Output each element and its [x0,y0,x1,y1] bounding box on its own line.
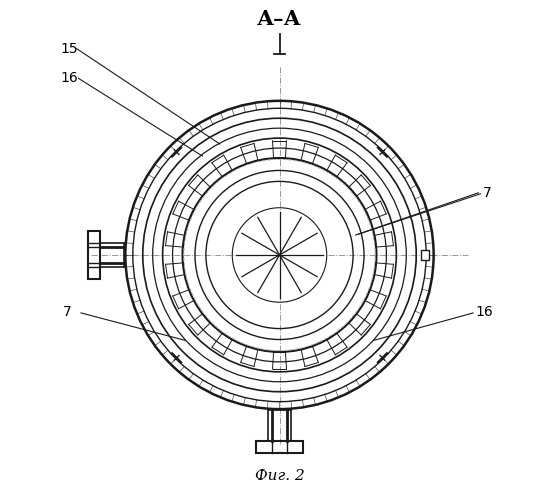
Text: 16: 16 [476,305,494,319]
Text: 7: 7 [484,186,492,200]
Text: 16: 16 [61,72,78,86]
Text: 15: 15 [61,42,78,56]
Text: 7: 7 [63,305,72,319]
Text: А–А: А–А [257,9,302,29]
Bar [88,231,100,279]
Text: Фиг. 2: Фиг. 2 [255,469,304,483]
Bar [255,442,304,453]
Bar [421,250,429,260]
